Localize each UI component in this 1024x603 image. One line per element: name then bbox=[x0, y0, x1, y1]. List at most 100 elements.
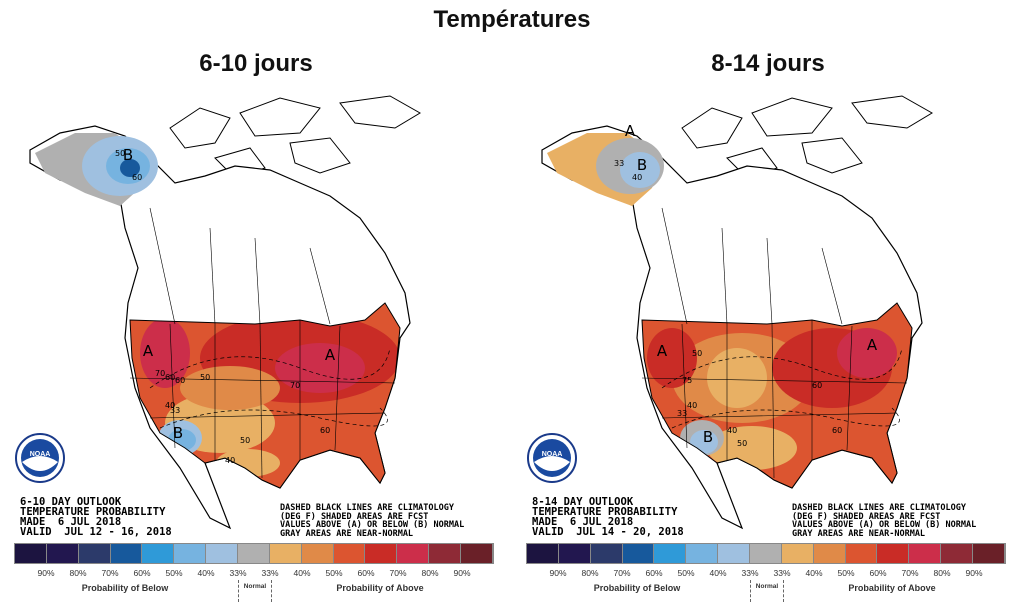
legend-tick: 80% bbox=[421, 568, 439, 578]
contour-label: 60 bbox=[832, 426, 842, 435]
legend-tick: 50% bbox=[165, 568, 183, 578]
contour-label: 40 bbox=[687, 401, 697, 410]
legend-normal-label: Normal bbox=[238, 580, 272, 602]
legend-swatch bbox=[590, 544, 623, 563]
info-line: MADE 6 JUL 2018 bbox=[532, 516, 634, 528]
contour-label: 70 bbox=[290, 381, 300, 390]
province-border bbox=[254, 237, 261, 325]
arctic-island bbox=[851, 95, 933, 129]
province-border bbox=[821, 247, 843, 325]
province-border bbox=[309, 247, 331, 325]
noaa-logo: NOAA bbox=[15, 433, 65, 483]
legend-tick: 90% bbox=[965, 568, 983, 578]
legend-swatch bbox=[333, 544, 366, 563]
legend-color-bar bbox=[526, 543, 1006, 564]
legend-tick: 40% bbox=[709, 568, 727, 578]
anomaly-marker: B bbox=[123, 146, 133, 164]
anomaly-marker: A bbox=[143, 342, 154, 360]
outlook-panel-2: 8-14 jours A B A A B 33 40 50 75 60 40 33 40 50 60 8-1… bbox=[512, 0, 1024, 603]
legend-tick: 60% bbox=[645, 568, 663, 578]
probability-region bbox=[275, 343, 365, 393]
anomaly-marker: A bbox=[657, 342, 668, 360]
panel-title: 6-10 jours bbox=[199, 50, 313, 77]
legend-above-label: Probability of Above bbox=[848, 583, 936, 593]
legend-swatch bbox=[877, 544, 910, 563]
legend-tick: 60% bbox=[869, 568, 887, 578]
info-line: VALID JUL 12 - 16, 2018 bbox=[20, 526, 172, 538]
state-border bbox=[771, 323, 775, 479]
legend-tick: 33% bbox=[261, 568, 279, 578]
contour-label: 50 bbox=[200, 373, 210, 382]
contour-label: 60 bbox=[165, 373, 175, 382]
legend-tick: 33% bbox=[229, 568, 247, 578]
legend-tick: 90% bbox=[453, 568, 471, 578]
legend-tick: 70% bbox=[101, 568, 119, 578]
legend-tick: 70% bbox=[613, 568, 631, 578]
arctic-island bbox=[681, 107, 743, 149]
state-border bbox=[846, 325, 853, 451]
contour-label: 50 bbox=[115, 149, 125, 158]
contour-label: 40 bbox=[165, 401, 175, 410]
anomaly-marker: B bbox=[703, 428, 713, 446]
legend-swatch bbox=[174, 544, 207, 563]
legend-tick: 60% bbox=[357, 568, 375, 578]
legend-below-label: Probability of Below bbox=[81, 583, 169, 593]
legend-tick: 40% bbox=[197, 568, 215, 578]
probability-region bbox=[620, 152, 660, 188]
legend-tick: 50% bbox=[325, 568, 343, 578]
climatology-contour bbox=[159, 407, 388, 429]
state-border bbox=[129, 377, 396, 384]
legend-swatch bbox=[301, 544, 334, 563]
legend-tick: 33% bbox=[741, 568, 759, 578]
climatology-contour bbox=[671, 407, 900, 429]
legend-tick: 70% bbox=[389, 568, 407, 578]
province-border bbox=[721, 227, 728, 325]
legend-swatch bbox=[750, 544, 782, 563]
legend-normal-label: Normal bbox=[750, 580, 784, 602]
anomaly-marker: A bbox=[325, 346, 336, 364]
legend-swatch bbox=[429, 544, 462, 563]
state-border bbox=[641, 377, 908, 384]
us-outline bbox=[129, 302, 401, 489]
logo-text: NOAA bbox=[30, 451, 51, 458]
legend-swatch bbox=[813, 544, 846, 563]
contour-label: 33 bbox=[614, 159, 624, 168]
legend-swatch bbox=[269, 544, 302, 563]
contour-label: 40 bbox=[225, 456, 235, 465]
probability-region bbox=[120, 159, 140, 177]
legend-color-bar bbox=[14, 543, 494, 564]
arctic-island bbox=[169, 107, 231, 149]
legend-swatch bbox=[941, 544, 974, 563]
legend-tick: 50% bbox=[837, 568, 855, 578]
legend-swatch bbox=[973, 544, 1005, 563]
anomaly-marker: A bbox=[625, 122, 636, 140]
contour-label: 60 bbox=[132, 173, 142, 182]
state-border bbox=[661, 412, 898, 419]
legend-below-label: Probability of Below bbox=[593, 583, 681, 593]
outlook-panel-1: 6-10 jours B A A B 50 60 70 60 70 50 60 40 33 50 40 60 … bbox=[14, 50, 494, 602]
contour-label: 33 bbox=[170, 406, 180, 415]
state-border bbox=[259, 323, 263, 479]
province-border bbox=[661, 207, 688, 325]
anomaly-marker: B bbox=[173, 424, 183, 442]
noaa-logo: NOAA bbox=[527, 433, 577, 483]
probability-region bbox=[707, 426, 797, 470]
legend-swatch bbox=[558, 544, 591, 563]
legend-swatch bbox=[622, 544, 655, 563]
province-border bbox=[149, 207, 176, 325]
state-border bbox=[334, 325, 341, 451]
legend-swatch bbox=[397, 544, 430, 563]
legend-tick: 80% bbox=[69, 568, 87, 578]
legend-tick: 50% bbox=[677, 568, 695, 578]
contour-label: 50 bbox=[240, 436, 250, 445]
anomaly-marker: B bbox=[637, 156, 647, 174]
legend-tick: 90% bbox=[37, 568, 55, 578]
info-line: TEMPERATURE PROBABILITY bbox=[20, 506, 166, 518]
arctic-island bbox=[239, 97, 321, 137]
legend-swatch bbox=[206, 544, 239, 563]
contour-label: 70 bbox=[155, 369, 165, 378]
anomaly-marker: A bbox=[867, 336, 878, 354]
probability-region bbox=[180, 366, 280, 410]
legend-tick: 80% bbox=[933, 568, 951, 578]
contour-label: 60 bbox=[812, 381, 822, 390]
